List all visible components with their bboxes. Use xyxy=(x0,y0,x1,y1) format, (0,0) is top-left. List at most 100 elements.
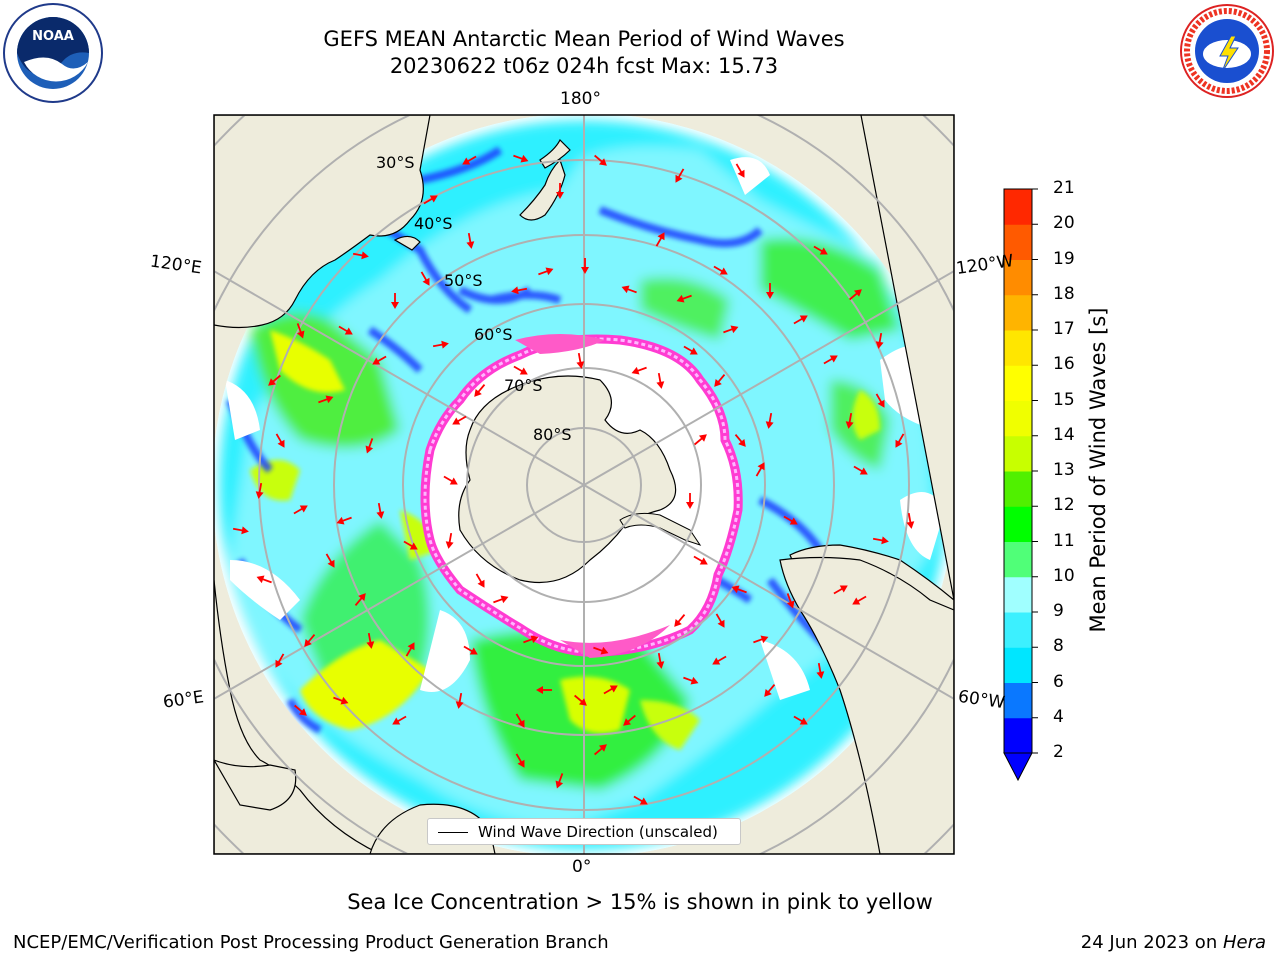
wind-wave-arrow-head xyxy=(766,292,774,299)
wind-wave-arrow-head xyxy=(714,378,722,387)
colorbar-tick-label: 21 xyxy=(1053,178,1075,198)
colorbar-segment xyxy=(1004,259,1032,296)
wind-wave-arrow xyxy=(513,365,528,375)
wind-wave-arrow xyxy=(712,655,727,665)
footer-credit: NCEP/EMC/Verification Post Processing Pr… xyxy=(13,932,609,953)
colorbar xyxy=(1003,188,1038,782)
wind-wave-arrow xyxy=(256,575,272,584)
footer-host: Hera xyxy=(1222,932,1266,953)
lon-label-180: 180° xyxy=(560,89,601,109)
wind-wave-arrow xyxy=(255,482,264,499)
antarctica-landmass xyxy=(458,375,677,584)
colorbar-segment xyxy=(1004,471,1032,507)
wind-wave-arrow-head xyxy=(690,676,699,685)
wind-wave-arrow-head xyxy=(760,635,769,644)
legend-label: Wind Wave Direction (unscaled) xyxy=(478,823,718,841)
wind-wave-arrow xyxy=(823,355,838,365)
colorbar-segment xyxy=(1004,224,1032,260)
wind-wave-arrow-head xyxy=(764,688,772,697)
colorbar-tick-label: 11 xyxy=(1053,530,1075,551)
wind-wave-arrow-head xyxy=(517,759,525,768)
wind-wave-arrow xyxy=(455,692,464,709)
wind-wave-arrow xyxy=(621,285,637,294)
wind-wave-arrow-head xyxy=(340,696,349,705)
wind-wave-arrow xyxy=(294,704,307,716)
wind-wave-arrow-head xyxy=(365,445,374,454)
wind-wave-arrow xyxy=(523,635,539,644)
wind-wave-arrow-head xyxy=(839,585,848,593)
wind-wave-arrow-head xyxy=(845,421,854,429)
colorbar-segment xyxy=(1004,541,1032,578)
wind-wave-arrow-head xyxy=(765,421,774,429)
legend-line-swatch xyxy=(438,832,468,833)
wind-wave-arrow-head xyxy=(366,641,375,649)
wind-wave-arrow-head xyxy=(757,462,765,471)
sea-ice-caption: Sea Ice Concentration > 15% is shown in … xyxy=(347,890,933,914)
wind-wave-arrow xyxy=(753,635,769,644)
wind-wave-arrow-head xyxy=(241,526,249,535)
wind-wave-arrow-head xyxy=(422,277,430,286)
wind-wave-arrow xyxy=(555,773,564,789)
colorbar-tick-label: 12 xyxy=(1053,495,1075,516)
wind-wave-arrow xyxy=(906,512,915,529)
wind-wave-arrow xyxy=(325,553,335,568)
wind-wave-arrow xyxy=(694,434,707,446)
wind-wave-arrow xyxy=(594,744,607,756)
wind-wave-arrow-head xyxy=(520,154,529,163)
wind-wave-arrow-head xyxy=(674,618,682,627)
wind-wave-arrow-head xyxy=(881,536,889,545)
colorbar-tick-label: 16 xyxy=(1053,354,1075,375)
wind-wave-arrow xyxy=(232,526,249,535)
map-border xyxy=(213,114,955,855)
wind-wave-arrow-head xyxy=(698,434,707,442)
wind-wave-arrow xyxy=(849,289,862,301)
wind-wave-arrow xyxy=(475,573,485,588)
wind-wave-arrow xyxy=(656,652,665,669)
wind-wave-arrow xyxy=(405,642,415,657)
wind-wave-arrow xyxy=(493,595,509,604)
wind-wave-arrow xyxy=(731,585,747,594)
wind-wave-arrow-head xyxy=(699,557,708,565)
colorbar-tick-label: 9 xyxy=(1053,601,1064,621)
wind-wave-arrow-head xyxy=(719,267,728,275)
graticule xyxy=(214,115,954,854)
wind-wave-arrow xyxy=(445,532,454,549)
wind-wave-arrow xyxy=(333,696,349,705)
wind-wave-arrow xyxy=(686,493,694,509)
wind-wave-arrow-head xyxy=(712,657,721,665)
wind-wave-arrow xyxy=(581,258,589,274)
wind-wave-arrow xyxy=(623,714,636,726)
wind-wave-arrow xyxy=(513,154,529,163)
continents xyxy=(214,115,954,854)
wind-wave-arrow-head xyxy=(906,521,915,529)
wind-wave-arrow xyxy=(813,245,828,255)
map-frame xyxy=(214,115,954,854)
wind-wave-arrow-head xyxy=(255,491,264,499)
wind-wave-arrow xyxy=(793,715,808,725)
wind-wave-arrow xyxy=(293,505,308,515)
wind-wave-arrow xyxy=(714,374,726,387)
wind-wave-arrow-head xyxy=(429,195,438,203)
wind-wave-arrow-head xyxy=(717,619,725,628)
lat-label-40s: 40°S xyxy=(414,214,453,233)
lat-label-50s: 50°S xyxy=(444,271,483,290)
wind-wave-arrow-head xyxy=(656,381,665,389)
wind-wave-arrow-head xyxy=(738,438,746,447)
colorbar-tick-label: 17 xyxy=(1053,319,1075,339)
wind-wave-arrow-head xyxy=(609,685,618,693)
wind-wave-arrow-head xyxy=(799,315,808,323)
wind-wave-arrow xyxy=(432,340,449,349)
wind-wave-arrow xyxy=(593,646,609,655)
wind-wave-arrows xyxy=(232,154,915,805)
colorbar-tick-label: 6 xyxy=(1053,671,1064,692)
wind-wave-arrow xyxy=(793,315,808,325)
wind-wave-arrow xyxy=(683,345,698,355)
wind-wave-arrow xyxy=(895,433,905,448)
wind-wave-arrow-head xyxy=(555,780,564,789)
wind-wave-arrow xyxy=(275,653,285,668)
wind-wave-arrow-head xyxy=(853,289,862,297)
wind-wave-arrow-head xyxy=(298,708,307,716)
lat-label-30s: 30°S xyxy=(376,153,415,172)
wind-wave-arrow-head xyxy=(449,477,458,485)
